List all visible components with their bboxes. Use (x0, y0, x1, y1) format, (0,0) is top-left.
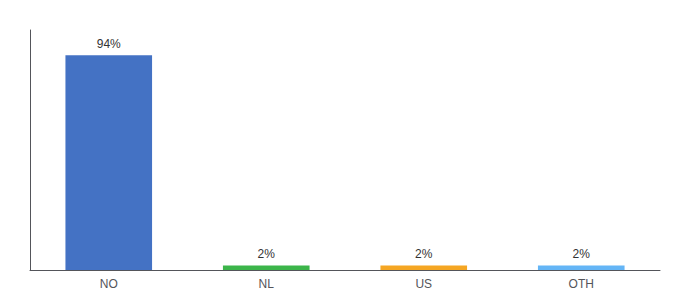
svg-text:NL: NL (259, 277, 275, 291)
svg-text:2%: 2% (415, 247, 433, 261)
svg-text:NO: NO (100, 277, 118, 291)
svg-text:US: US (415, 277, 432, 291)
svg-text:OTH: OTH (569, 277, 594, 291)
svg-text:94%: 94% (97, 37, 121, 51)
svg-text:2%: 2% (258, 247, 276, 261)
svg-text:2%: 2% (573, 247, 591, 261)
